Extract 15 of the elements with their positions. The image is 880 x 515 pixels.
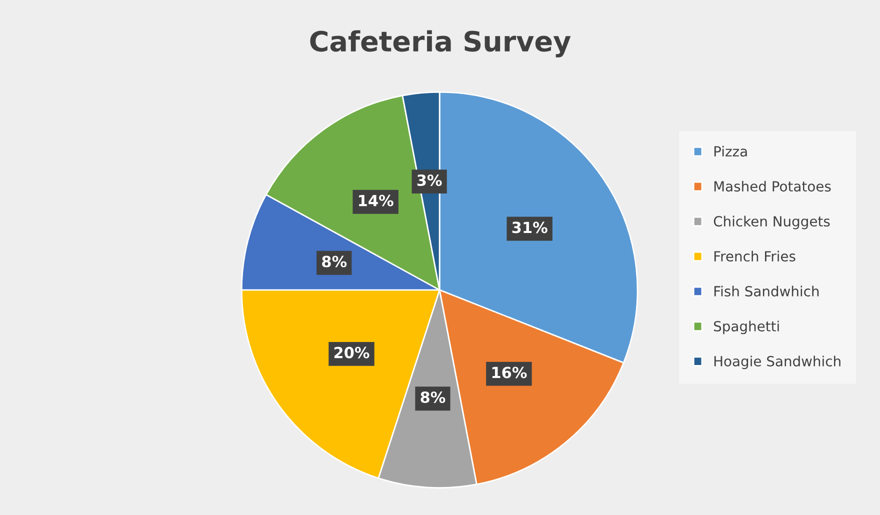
- data-label: 31%: [512, 222, 548, 234]
- legend-label: Spaghetti: [714, 320, 779, 334]
- data-label: 8%: [420, 391, 446, 404]
- data-label: 3%: [417, 174, 442, 186]
- legend-label: Fish Sandwhich: [714, 286, 819, 296]
- data-label: 8%: [322, 256, 347, 268]
- legend-label: Chicken Nuggets: [714, 216, 830, 230]
- data-label: 14%: [359, 194, 394, 206]
- legend-label: Pizza: [714, 146, 747, 157]
- chart-title: Cafeteria Survey: [310, 30, 571, 58]
- legend-label: French Fries: [714, 250, 796, 262]
- legend-label: Mashed Potatoes: [714, 180, 831, 192]
- data-label: 16%: [492, 366, 527, 378]
- legend-label: Hoagie Sandwhich: [714, 356, 840, 370]
- data-label: 20%: [334, 346, 370, 358]
